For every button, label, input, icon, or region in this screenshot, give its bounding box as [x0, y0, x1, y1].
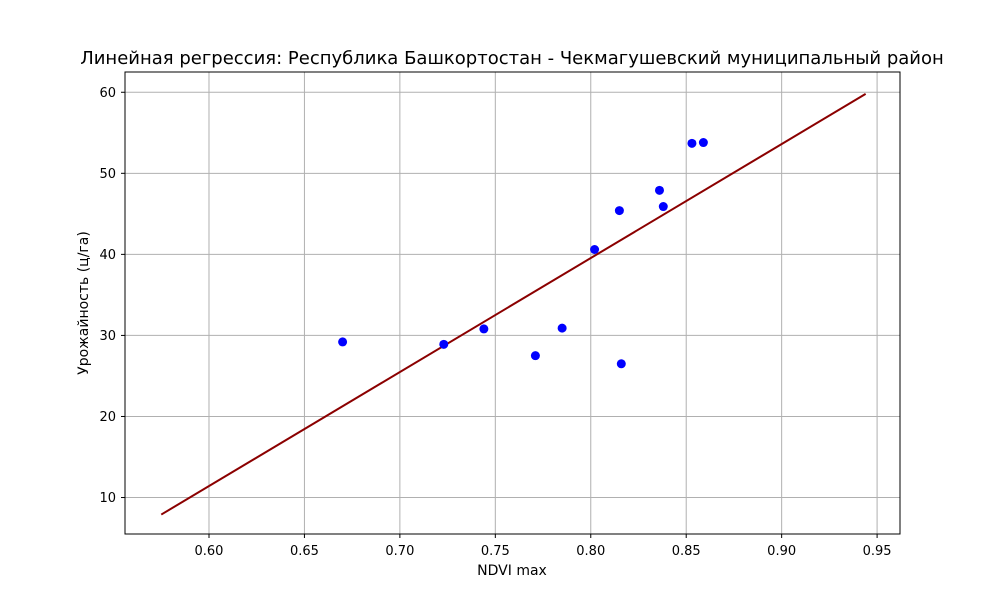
x-axis-label: NDVI max — [477, 563, 547, 579]
x-tick-label: 0.60 — [195, 544, 224, 559]
plot-frame — [124, 71, 901, 535]
axis-ticks: 0.60 0.65 0.70 0.75 0.80 0.85 0.90 0.95 10 20 30 40… — [99, 86, 891, 559]
x-tick-label: 0.65 — [290, 544, 319, 559]
grid — [125, 72, 900, 534]
x-tick-label: 0.80 — [576, 544, 605, 559]
scatter-point — [338, 337, 348, 347]
scatter-point — [654, 185, 664, 195]
x-tick-label: 0.70 — [385, 544, 414, 559]
scatter-point — [479, 324, 489, 334]
scatter-point — [614, 206, 624, 216]
regression-line-layer — [160, 93, 867, 516]
scatter-point — [616, 359, 626, 369]
y-tick-label: 10 — [99, 491, 116, 506]
x-tick-label: 0.90 — [767, 544, 796, 559]
y-tick-label: 30 — [99, 329, 116, 344]
y-axis-label: Урожайность (ц/га) — [76, 231, 92, 375]
x-tick-label: 0.85 — [672, 544, 701, 559]
scatter-points — [338, 138, 708, 369]
scatter-point — [530, 351, 540, 361]
x-tick-label: 0.75 — [481, 544, 510, 559]
scatter-point — [658, 202, 668, 212]
scatter-point — [698, 138, 708, 148]
scatter-point — [439, 339, 449, 349]
y-tick-label: 60 — [99, 86, 116, 101]
scatter-point — [590, 245, 600, 255]
y-tick-label: 40 — [99, 248, 116, 263]
scatter-point — [687, 138, 697, 148]
y-tick-label: 50 — [99, 167, 116, 182]
chart-title: Линейная регрессия: Республика Башкортос… — [80, 48, 944, 69]
x-tick-label: 0.95 — [863, 544, 892, 559]
regression-line — [160, 93, 867, 516]
scatter-point — [557, 323, 567, 333]
y-tick-label: 20 — [99, 410, 116, 425]
